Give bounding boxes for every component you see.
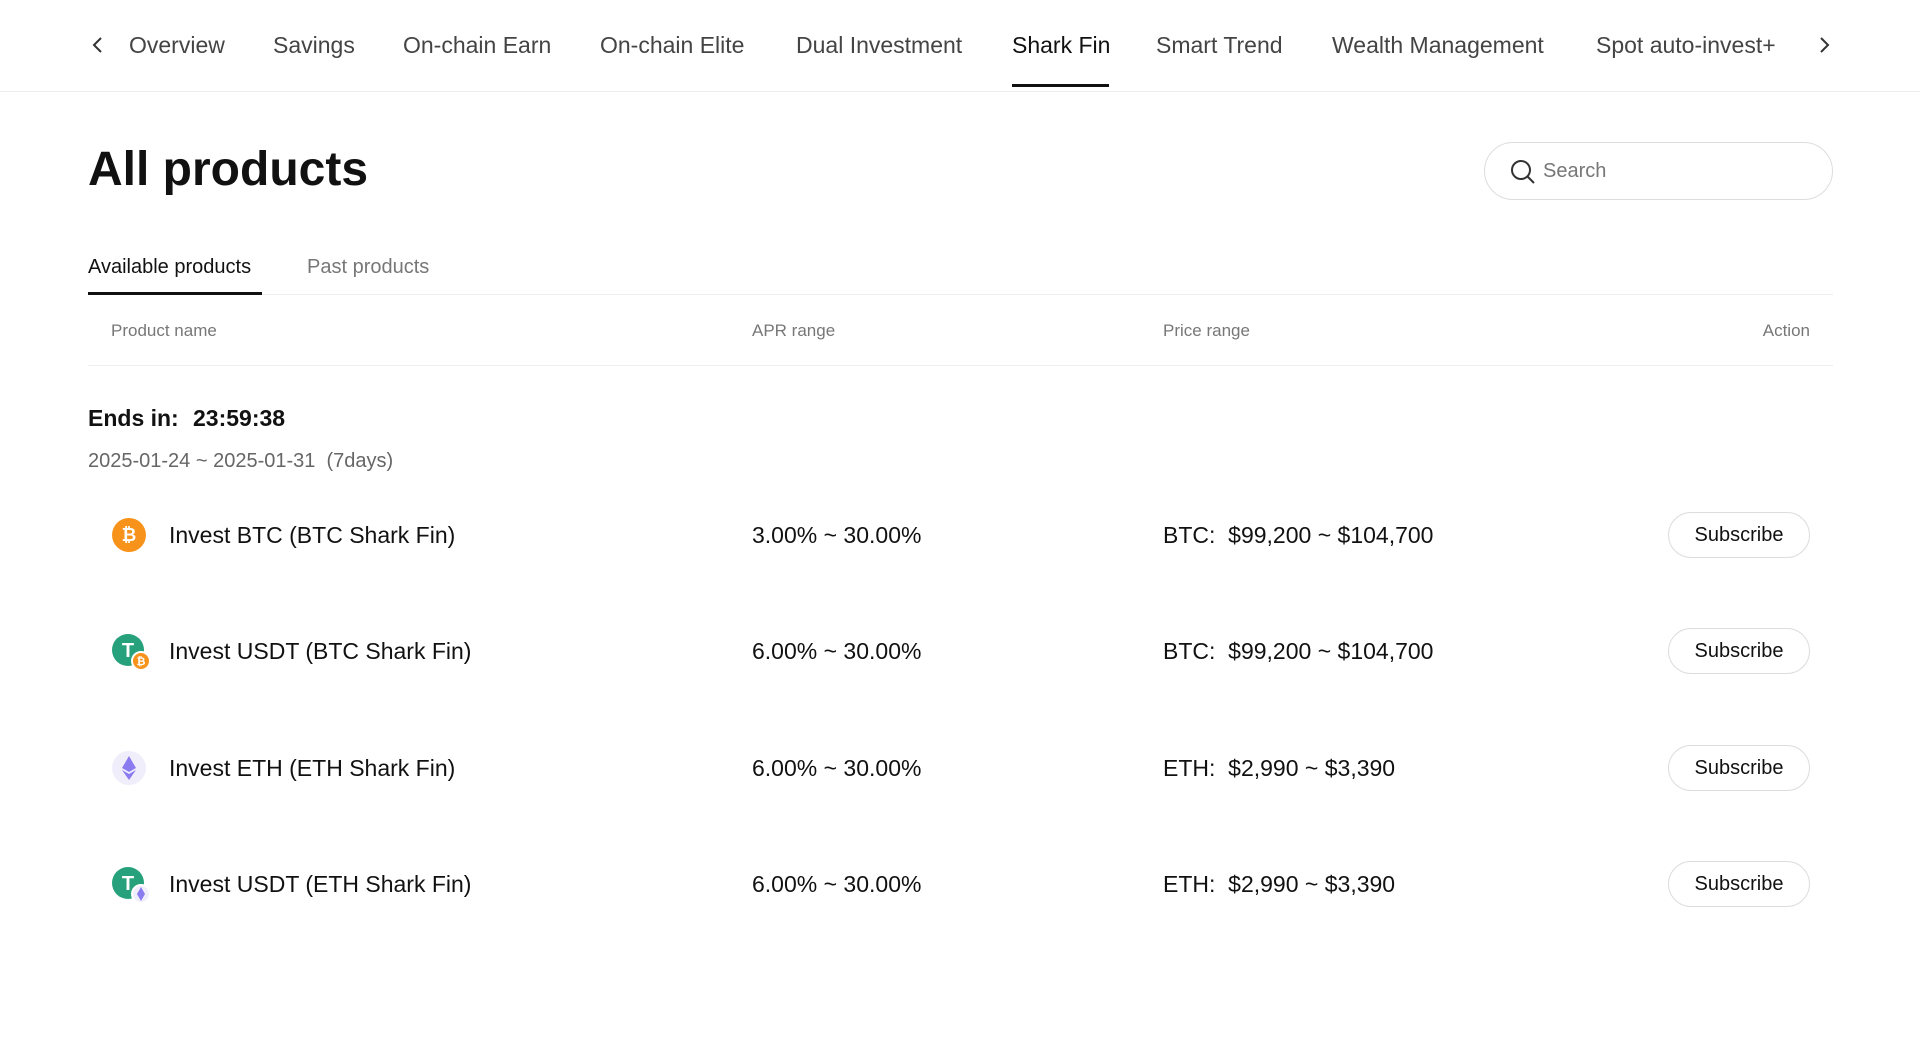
subscribe-button[interactable]: Subscribe: [1668, 628, 1810, 675]
tabs-divider: [88, 294, 1833, 295]
nav-item[interactable]: Overview: [129, 32, 225, 58]
icon-graphic: [112, 750, 146, 785]
column-header: Price range: [1163, 321, 1250, 340]
nav-item[interactable]: Spot auto-invest+: [1596, 32, 1776, 58]
price-range: ETH: $2,990 ~ $3,390: [1163, 754, 1396, 781]
nav-next[interactable]: [1816, 35, 1832, 55]
price-range: BTC: $99,200 ~ $104,700: [1163, 638, 1434, 665]
price-range: ETH: $2,990 ~ $3,390: [1163, 870, 1396, 897]
countdown: 23:59:38: [193, 405, 286, 431]
svg-text:T: T: [122, 640, 134, 662]
svg-text:T: T: [122, 873, 134, 895]
search-icon: [1511, 160, 1535, 184]
icon-graphic: T: [112, 866, 151, 904]
nav-item[interactable]: Dual Investment: [796, 32, 963, 58]
nav-item[interactable]: Shark Fin: [1012, 32, 1111, 58]
top-nav: Overview Savings On-chain Earn On-chain …: [0, 0, 1920, 92]
column-header: APR range: [752, 321, 836, 340]
search-placeholder: Search: [1543, 160, 1607, 182]
tab-underline: [88, 292, 262, 295]
token-icon: T ₿: [111, 633, 151, 673]
column-header: Product name: [111, 321, 217, 340]
tab[interactable]: Available products: [88, 256, 252, 278]
nav-active-underline: [1012, 84, 1109, 87]
product-name: Invest ETH (ETH Shark Fin): [169, 754, 456, 781]
nav-prev[interactable]: [90, 35, 106, 55]
token-icon: [111, 750, 151, 790]
apr-range: 6.00% ~ 30.00%: [752, 870, 922, 897]
nav-item[interactable]: Smart Trend: [1156, 32, 1283, 58]
column-header: Action: [1762, 321, 1810, 340]
product-name: Invest USDT (BTC Shark Fin): [169, 638, 472, 665]
subscribe-button[interactable]: Subscribe: [1668, 860, 1810, 907]
subscribe-button[interactable]: Subscribe: [1668, 512, 1810, 558]
search-box[interactable]: Search: [1484, 142, 1833, 200]
period: 2025-01-24 ~ 2025-01-31 (7days): [88, 450, 394, 472]
apr-range: 6.00% ~ 30.00%: [752, 754, 922, 781]
product-name: Invest BTC (BTC Shark Fin): [169, 522, 456, 548]
nav-item[interactable]: On-chain Elite: [600, 32, 745, 58]
token-icon: T: [111, 866, 151, 906]
nav-item[interactable]: On-chain Earn: [403, 32, 552, 58]
icon-graphic: ₿: [112, 518, 146, 552]
ends-label: Ends in:: [88, 405, 179, 431]
token-icon: ₿: [111, 517, 151, 557]
page-title: All products: [88, 143, 369, 196]
tab[interactable]: Past products: [307, 256, 430, 278]
header-divider: [88, 365, 1833, 366]
apr-range: 3.00% ~ 30.00%: [752, 522, 922, 548]
apr-range: 6.00% ~ 30.00%: [752, 638, 922, 665]
nav-item[interactable]: Savings: [273, 32, 355, 58]
svg-text:₿: ₿: [122, 525, 137, 545]
product-name: Invest USDT (ETH Shark Fin): [169, 870, 472, 897]
price-range: BTC: $99,200 ~ $104,700: [1163, 522, 1434, 548]
subscribe-button[interactable]: Subscribe: [1668, 744, 1810, 791]
nav-item[interactable]: Wealth Management: [1332, 32, 1544, 58]
svg-text:₿: ₿: [137, 656, 146, 668]
icon-graphic: T ₿: [112, 634, 151, 672]
